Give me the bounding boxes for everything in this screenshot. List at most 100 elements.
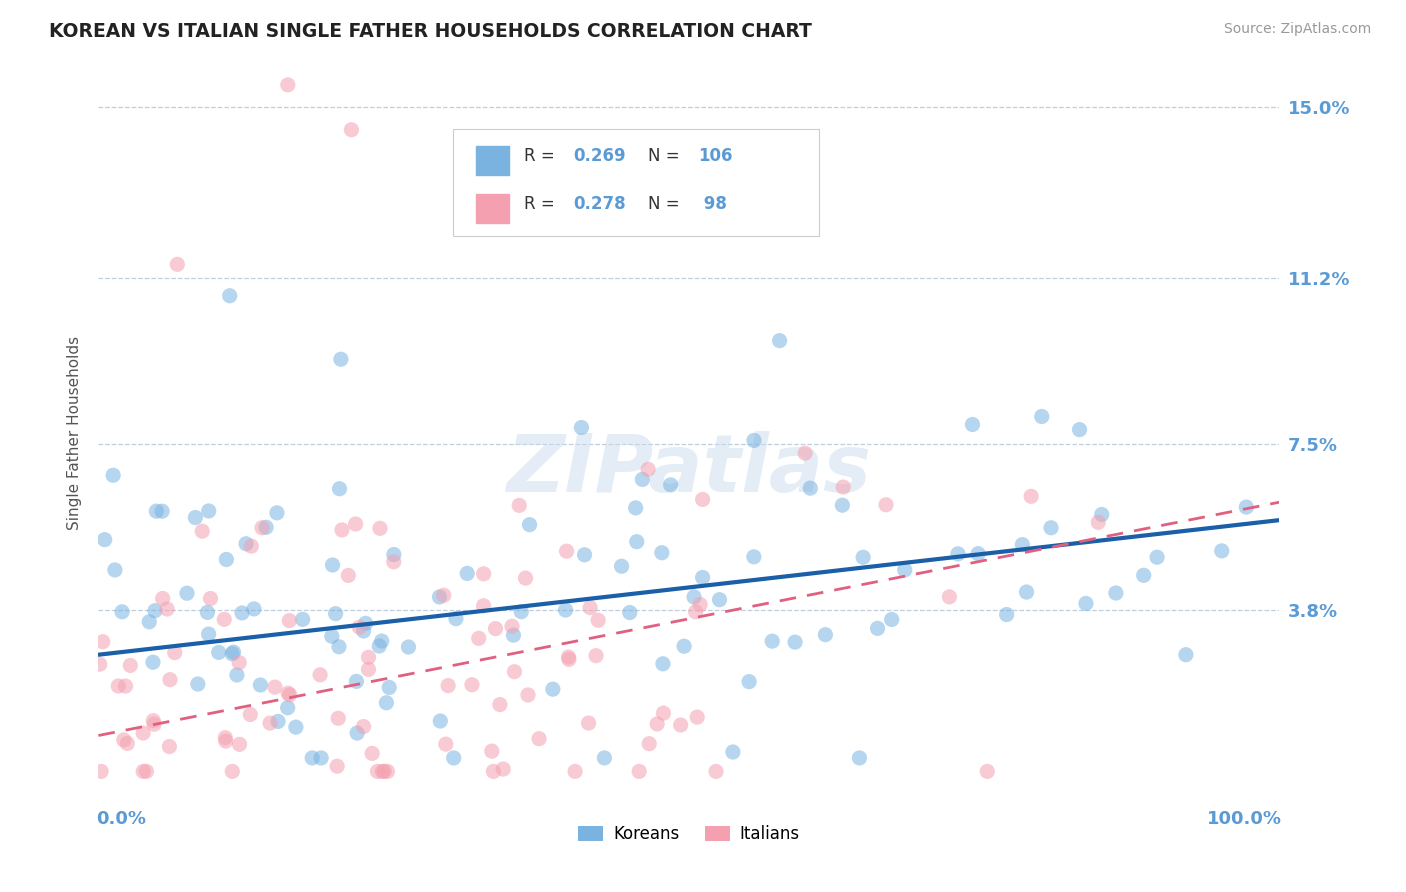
Point — [353, 720, 375, 734]
Point — [938, 590, 960, 604]
Point — [631, 472, 654, 486]
Point — [112, 733, 135, 747]
Point — [579, 600, 602, 615]
Point — [278, 688, 301, 702]
Text: Source: ZipAtlas.com: Source: ZipAtlas.com — [1223, 22, 1371, 37]
Point — [132, 764, 155, 779]
Point — [373, 764, 395, 779]
Point — [132, 726, 155, 740]
Point — [344, 516, 367, 531]
Point — [328, 482, 350, 496]
Point — [157, 739, 180, 754]
Point — [578, 716, 600, 731]
Point — [501, 619, 523, 633]
Point — [1069, 423, 1091, 437]
Point — [135, 764, 157, 779]
Point — [235, 537, 257, 551]
Point — [517, 688, 540, 702]
Point — [191, 524, 214, 539]
Point — [527, 731, 550, 746]
Point — [152, 591, 174, 606]
Point — [357, 662, 380, 676]
Point — [742, 549, 765, 564]
Point — [357, 650, 380, 665]
Point — [593, 751, 616, 765]
Point — [554, 603, 576, 617]
Point — [433, 588, 456, 602]
Point — [472, 599, 495, 613]
Point — [200, 591, 222, 606]
Point — [104, 563, 127, 577]
Point — [346, 726, 368, 740]
Point — [557, 650, 579, 665]
Point — [967, 547, 990, 561]
Text: N =: N = — [648, 195, 685, 213]
Point — [368, 521, 391, 535]
Point — [328, 711, 350, 725]
Point — [586, 613, 609, 627]
Point — [197, 606, 219, 620]
Point — [114, 679, 136, 693]
Point — [541, 682, 564, 697]
Point — [1031, 409, 1053, 424]
Point — [264, 680, 287, 694]
Point — [371, 634, 394, 648]
Text: R =: R = — [523, 195, 560, 213]
Point — [222, 645, 245, 659]
Point — [93, 533, 115, 547]
Point — [434, 737, 457, 751]
Point — [976, 764, 998, 779]
Point — [1087, 516, 1109, 530]
Text: 100.0%: 100.0% — [1206, 810, 1282, 828]
Point — [138, 615, 160, 629]
Point — [166, 257, 188, 271]
Point — [267, 714, 290, 729]
Text: ZIPatlas: ZIPatlas — [506, 431, 872, 508]
Point — [673, 639, 696, 653]
Point — [437, 679, 460, 693]
Point — [243, 602, 266, 616]
Y-axis label: Single Father Households: Single Father Households — [67, 335, 83, 530]
Point — [1040, 521, 1063, 535]
Point — [239, 707, 262, 722]
Point — [366, 764, 388, 779]
Point — [1074, 597, 1097, 611]
Point — [709, 592, 731, 607]
Point — [502, 628, 524, 642]
Point — [197, 504, 219, 518]
Point — [375, 696, 398, 710]
Point — [571, 420, 593, 434]
Point — [444, 612, 467, 626]
Text: 0.278: 0.278 — [574, 195, 626, 213]
Point — [1105, 586, 1128, 600]
Point — [163, 646, 186, 660]
Point — [429, 590, 451, 604]
Point — [484, 622, 506, 636]
Point — [492, 762, 515, 776]
Point — [142, 655, 165, 669]
Point — [291, 612, 314, 626]
Point — [880, 613, 903, 627]
Point — [231, 606, 253, 620]
Point — [322, 558, 344, 572]
Point — [652, 657, 675, 671]
Legend: Koreans, Italians: Koreans, Italians — [572, 819, 806, 850]
Point — [689, 598, 711, 612]
Point — [564, 764, 586, 779]
Point — [489, 698, 512, 712]
Point — [301, 751, 323, 765]
Point — [159, 673, 181, 687]
Text: KOREAN VS ITALIAN SINGLE FATHER HOUSEHOLDS CORRELATION CHART: KOREAN VS ITALIAN SINGLE FATHER HOUSEHOL… — [49, 22, 813, 41]
Point — [848, 751, 870, 765]
Point — [659, 478, 682, 492]
Point — [212, 612, 235, 626]
Point — [1019, 489, 1042, 503]
Point — [221, 647, 243, 661]
Point — [482, 764, 505, 779]
Point — [443, 751, 465, 765]
Point — [117, 736, 139, 750]
Point — [371, 764, 394, 779]
Point — [1015, 585, 1038, 599]
Point — [783, 635, 806, 649]
Point — [866, 621, 889, 635]
